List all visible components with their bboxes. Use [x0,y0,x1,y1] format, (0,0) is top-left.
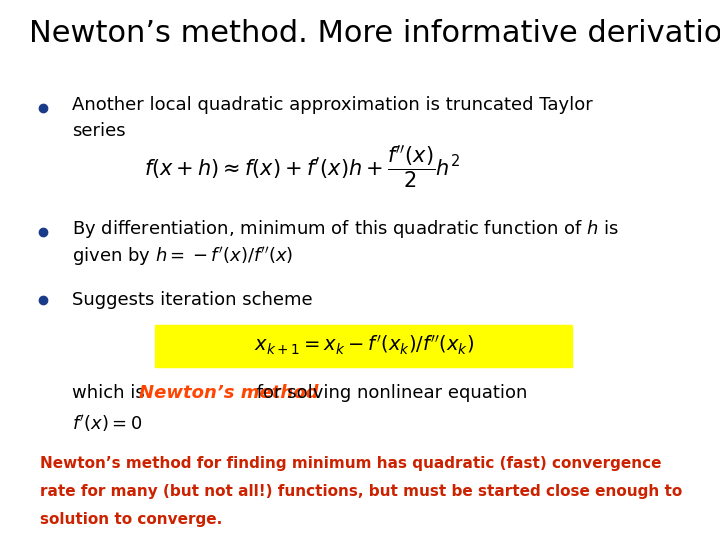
Text: $f(x+h) \approx f(x) + f^{\prime}(x)h + \dfrac{f^{\prime\prime}(x)}{2}h^2$: $f(x+h) \approx f(x) + f^{\prime}(x)h + … [144,144,461,191]
Text: for solving nonlinear equation: for solving nonlinear equation [251,383,527,402]
Text: series: series [72,122,125,140]
Text: given by $h = -f^{\prime}(x)/f^{\prime\prime}(x)$: given by $h = -f^{\prime}(x)/f^{\prime\p… [72,245,294,268]
Text: Newton’s method for finding minimum has quadratic (fast) convergence: Newton’s method for finding minimum has … [40,456,661,471]
Text: Another local quadratic approximation is truncated Taylor: Another local quadratic approximation is… [72,96,593,114]
Text: By differentiation, minimum of this quadratic function of $h$ is: By differentiation, minimum of this quad… [72,219,619,240]
Text: Newton’s method. More informative derivation.: Newton’s method. More informative deriva… [29,19,720,48]
Text: Newton’s method: Newton’s method [139,383,318,402]
Text: $x_{k+1} = x_k - f^{\prime}(x_k)/f^{\prime\prime}(x_k)$: $x_{k+1} = x_k - f^{\prime}(x_k)/f^{\pri… [253,334,474,357]
Text: which is: which is [72,383,150,402]
Text: $f^{\prime}(x) = 0$: $f^{\prime}(x) = 0$ [72,414,143,434]
Text: rate for many (but not all!) functions, but must be started close enough to: rate for many (but not all!) functions, … [40,484,682,500]
Text: solution to converge.: solution to converge. [40,512,222,528]
Text: Suggests iteration scheme: Suggests iteration scheme [72,291,312,309]
FancyBboxPatch shape [155,325,572,367]
